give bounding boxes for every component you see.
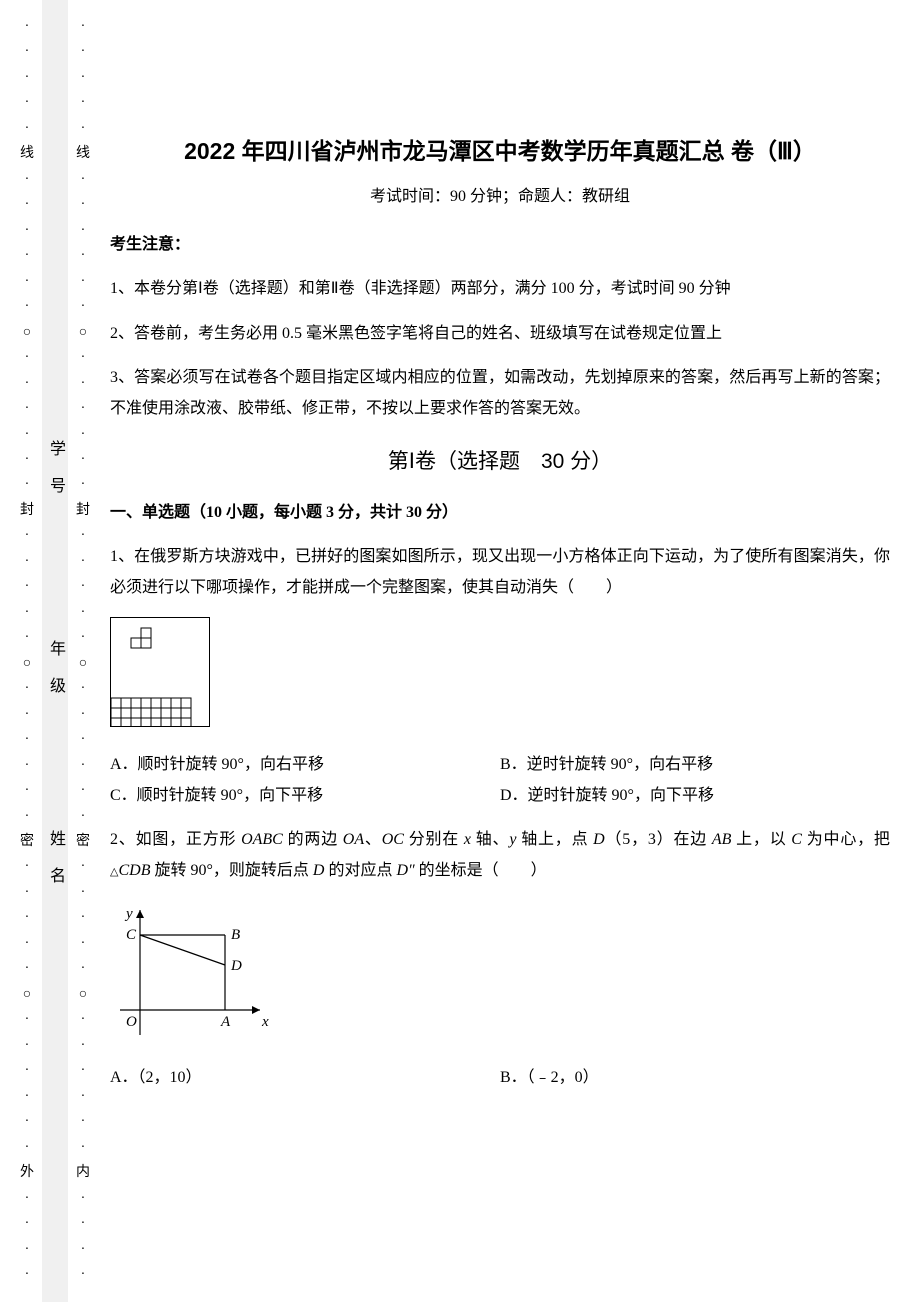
notice-item-1: 1、本卷分第Ⅰ卷（选择题）和第Ⅱ卷（非选择题）两部分，满分 100 分，考试时间… xyxy=(110,274,890,304)
q2-t7: （5，3）在边 xyxy=(605,831,712,848)
margin-band-column: 学 号年 级姓 名 xyxy=(42,0,68,1302)
q2-oc: OC xyxy=(382,831,404,848)
svg-text:A: A xyxy=(220,1014,231,1030)
q1-option-d: D．逆时针旋转 90°，向下平移 xyxy=(500,781,890,811)
svg-text:x: x xyxy=(261,1014,269,1030)
q2-cdb: CDB xyxy=(118,862,150,879)
tetris-diagram xyxy=(110,617,210,727)
exam-title: 2022 年四川省泸州市龙马潭区中考数学历年真题汇总 卷（Ⅲ） xyxy=(110,130,890,174)
q2-dprime: D″ xyxy=(396,862,414,879)
svg-text:B: B xyxy=(231,927,240,943)
q2-d: D xyxy=(593,831,605,848)
notice-heading: 考生注意： xyxy=(110,230,890,260)
svg-text:O: O xyxy=(126,1014,137,1030)
section-1-title: 第Ⅰ卷（选择题 30 分） xyxy=(110,442,890,482)
q2-ab: AB xyxy=(712,831,732,848)
q1-figure xyxy=(110,617,890,738)
notice-item-3: 3、答案必须写在试卷各个题目指定区域内相应的位置，如需改动，先划掉原来的答案，然… xyxy=(110,363,890,424)
q2-oabc: OABC xyxy=(241,831,283,848)
q2-t5: 轴、 xyxy=(471,831,509,848)
q1-option-c: C．顺时针旋转 90°，向下平移 xyxy=(110,781,500,811)
q2-figure: O A B C Dx y xyxy=(110,900,890,1051)
q2-t2: 的两边 xyxy=(283,831,343,848)
q2-option-a: A．（2，10） xyxy=(110,1063,500,1093)
q2-stem: 2、如图，正方形 OABC 的两边 OA、OC 分别在 x 轴、y 轴上，点 D… xyxy=(110,825,890,886)
q2-x: x xyxy=(464,831,471,848)
q2-t6: 轴上，点 xyxy=(516,831,593,848)
q1-option-b: B．逆时针旋转 90°，向右平移 xyxy=(500,750,890,780)
q2-d2: D xyxy=(313,862,325,879)
q2-t1: 2、如图，正方形 xyxy=(110,831,241,848)
q2-t12: 的坐标是（ ） xyxy=(415,862,547,879)
q2-t9: 为中心，把 xyxy=(802,831,890,848)
notice-item-2: 2、答卷前，考生务必用 0.5 毫米黑色签字笔将自己的姓名、班级填写在试卷规定位… xyxy=(110,319,890,349)
margin-outer-column: ·····线······○······封·····○······密·····○·… xyxy=(12,0,42,1302)
svg-text:y: y xyxy=(124,906,133,922)
q1-stem: 1、在俄罗斯方块游戏中，已拼好的图案如图所示，现又出现一小方格体正向下运动，为了… xyxy=(110,542,890,603)
q2-t4: 分别在 xyxy=(404,831,464,848)
q2-oa: OA xyxy=(343,831,364,848)
section-1-subhead: 一、单选题（10 小题，每小题 3 分，共计 30 分） xyxy=(110,498,890,528)
page-content: 2022 年四川省泸州市龙马潭区中考数学历年真题汇总 卷（Ⅲ） 考试时间：90 … xyxy=(110,0,890,1108)
q2-c: C xyxy=(791,831,802,848)
svg-text:D: D xyxy=(230,958,242,974)
q2-t10: 旋转 90°，则旋转后点 xyxy=(150,862,312,879)
coord-diagram: O A B C Dx y xyxy=(110,900,270,1040)
q1-option-a: A．顺时针旋转 90°，向右平移 xyxy=(110,750,500,780)
margin-inner-column: ·····线······○······封·····○······密·····○·… xyxy=(68,0,98,1302)
q2-t3: 、 xyxy=(364,831,382,848)
q2-options: A．（2，10） B．（﹣2，0） xyxy=(110,1063,890,1093)
q1-options: A．顺时针旋转 90°，向右平移 B．逆时针旋转 90°，向右平移 C．顺时针旋… xyxy=(110,750,890,811)
margin-inner-dots: ·····线······○······封·····○······密·····○·… xyxy=(76,0,90,1302)
q2-option-b: B．（﹣2，0） xyxy=(500,1063,890,1093)
q2-t11: 的对应点 xyxy=(324,862,396,879)
margin-outer-dots: ·····线······○······封·····○······密·····○·… xyxy=(20,0,34,1302)
svg-text:C: C xyxy=(126,927,137,943)
q2-t8: 上，以 xyxy=(731,831,791,848)
exam-subtitle: 考试时间：90 分钟；命题人：教研组 xyxy=(110,182,890,212)
